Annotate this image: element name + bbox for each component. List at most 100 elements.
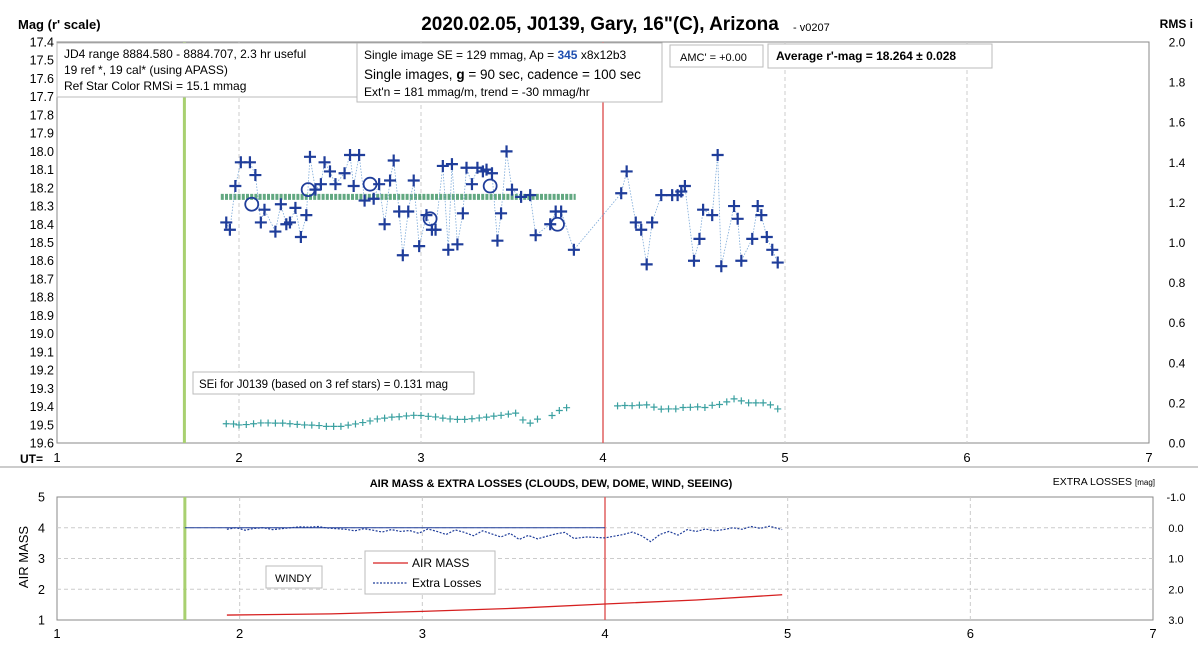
sei-point: [468, 415, 476, 423]
single-image-point: [640, 258, 653, 271]
single-image-point: [445, 158, 458, 171]
sei-point: [774, 405, 782, 413]
sei-point: [715, 401, 723, 409]
y2-tick-label: 0.4: [1169, 356, 1186, 370]
averaged-point: [362, 176, 378, 192]
single-image-point: [731, 212, 744, 225]
single-image-point: [413, 240, 426, 253]
sei-point: [548, 412, 556, 420]
y-tick-label: 3: [38, 552, 45, 566]
averaged-point: [422, 211, 438, 227]
sei-point: [628, 402, 636, 410]
legend-extra-losses-label: Extra Losses: [412, 576, 481, 590]
single-se-text: Single image SE = 129 mmag, Ap = 345 x8x…: [364, 48, 627, 62]
y2-tick-label: 2.0: [1169, 36, 1186, 50]
single-image-point: [314, 178, 327, 191]
single-image-point: [567, 243, 580, 256]
averaged-point: [244, 196, 260, 212]
single-image-point: [771, 256, 784, 269]
sei-point: [344, 421, 352, 429]
single-image-point: [338, 167, 351, 180]
x-tick-label: 3: [419, 626, 426, 641]
sei-point: [381, 414, 389, 422]
windy-box: WINDY: [265, 565, 323, 589]
single-image-info-box: Single image SE = 129 mmag, Ap = 345 x8x…: [356, 42, 663, 103]
y-tick-label: 17.5: [30, 54, 54, 68]
sei-point: [665, 405, 673, 413]
airmass-plot: 1 2 3 4 5 -1.0 0.0 1.0 2.0 3.0 1 2 3 4 5 6 7: [38, 491, 1185, 642]
sei-point: [555, 407, 563, 415]
sei-point: [730, 395, 738, 403]
single-image-point: [715, 260, 728, 273]
single-image-point: [485, 167, 498, 180]
single-image-point: [746, 232, 759, 245]
legend-frame: [364, 550, 496, 595]
extinction-text: Ext'n = 181 mmag/m, trend = -30 mmag/hr: [364, 85, 590, 99]
sei-point: [694, 403, 702, 411]
sei-point: [490, 412, 498, 420]
single-image-point: [420, 209, 433, 222]
average-box-frame: [767, 43, 993, 69]
single-image-point: [728, 200, 741, 213]
single-image-point: [329, 178, 342, 191]
extra-losses-line: [226, 525, 783, 543]
sei-point: [752, 399, 760, 407]
sei-point: [526, 419, 534, 427]
averaged-point: [550, 216, 565, 232]
single-image-point: [300, 209, 313, 222]
amc-box-frame: [669, 44, 764, 68]
jd-info-box-frame: [56, 42, 358, 98]
sei-point: [483, 413, 491, 421]
x-tick-label: 4: [601, 626, 608, 641]
y-tick-label: 19.2: [30, 364, 54, 378]
sei-point: [308, 421, 316, 429]
single-image-point: [436, 159, 449, 172]
sei-point: [475, 414, 483, 422]
sei-point: [417, 412, 425, 420]
single-image-point: [697, 203, 710, 216]
y2-tick-label: -1.0: [1167, 492, 1186, 504]
single-image-point: [491, 234, 504, 247]
sei-point: [366, 417, 374, 425]
single-image-point: [635, 223, 648, 236]
single-image-point: [460, 161, 473, 174]
single-image-point: [274, 198, 287, 211]
sei-point: [373, 415, 381, 423]
y-tick-label: 1: [38, 614, 45, 628]
single-image-point: [367, 192, 380, 205]
jd-info-box: JD4 range 8884.580 - 8884.707, 2.3 hr us…: [56, 42, 358, 98]
sei-box: SEi for J0139 (based on 3 ref stars) = 0…: [192, 371, 475, 395]
filter-letter: g: [456, 67, 464, 82]
sei-point: [708, 401, 716, 409]
single-image-point: [402, 205, 415, 218]
single-image-points: [220, 145, 784, 273]
single-image-point: [387, 154, 400, 167]
legend-airmass-label: AIR MASS: [412, 556, 469, 570]
single-image-point: [735, 254, 748, 267]
single-image-point: [378, 218, 391, 231]
single-image-point: [515, 190, 528, 203]
y-tick-label: 17.6: [30, 72, 54, 86]
single-image-point: [706, 209, 719, 222]
y2-tick-label: 1.4: [1169, 156, 1186, 170]
single-image-point: [688, 254, 700, 267]
y-tick-label: 5: [38, 491, 45, 505]
average-mag-text: Average r'-mag = 18.264 ± 0.028: [776, 49, 956, 63]
sei-point: [395, 413, 403, 421]
rms-y-ticks: 0.0 0.2 0.4 0.6 0.8 1.0 1.2 1.4 1.6 1.8 2.0: [1169, 36, 1186, 451]
y-tick-label: 18.2: [30, 181, 54, 195]
single-image-point: [269, 225, 282, 238]
sei-point: [388, 413, 396, 421]
single-image-point: [655, 189, 668, 202]
legend: AIR MASS Extra Losses: [364, 550, 496, 595]
sei-point: [737, 397, 745, 405]
jd-range-text: JD4 range 8884.580 - 8884.707, 2.3 hr us…: [64, 47, 306, 61]
single-image-point: [529, 229, 542, 242]
sei-point: [410, 411, 418, 419]
sei-point: [533, 415, 541, 423]
sei-point: [271, 419, 279, 427]
single-image-point: [229, 179, 242, 192]
aperture-suffix: x8x12b3: [577, 48, 626, 62]
single-image-point: [283, 216, 296, 229]
